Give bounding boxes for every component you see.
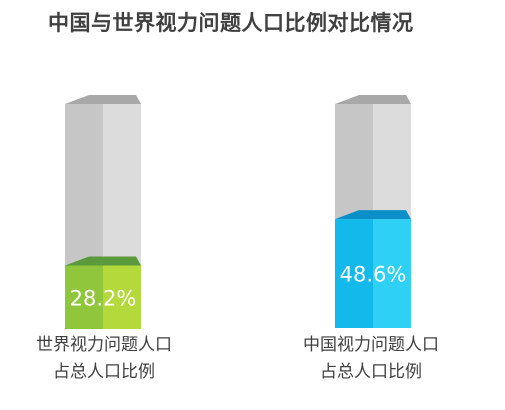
category-label-china-line1: 中国视力问题人口 [303,335,439,355]
bar-1-fill-front [335,219,373,328]
bar-1-empty-front [335,104,373,220]
bar-1-empty-side [373,104,411,220]
category-label-world-line2: 占总人口比例 [53,362,155,382]
bar-1-fill-side [373,219,411,328]
chart-title: 中国与世界视力问题人口比例对比情况 [48,11,414,35]
bar-0-empty-top [65,95,141,104]
category-label-world-line1: 世界视力问题人口 [36,335,172,355]
bar-1-value-label: 48.6% [340,263,407,287]
bar-1-empty-top [335,95,411,104]
bar-0-value-label: 28.2% [70,286,137,310]
bar-0-fill-side [103,265,141,329]
category-label-china-line2: 占总人口比例 [320,362,422,382]
bar-0-empty-front [65,104,103,266]
category-label-china: 中国视力问题人口 占总人口比例 [282,332,460,386]
bar-0-fill-top [65,256,141,266]
bar-0-fill-front [65,265,103,329]
bar-0-empty-side [103,104,141,266]
bar-1-fill-top [335,210,411,220]
category-label-world: 世界视力问题人口 占总人口比例 [18,332,190,386]
